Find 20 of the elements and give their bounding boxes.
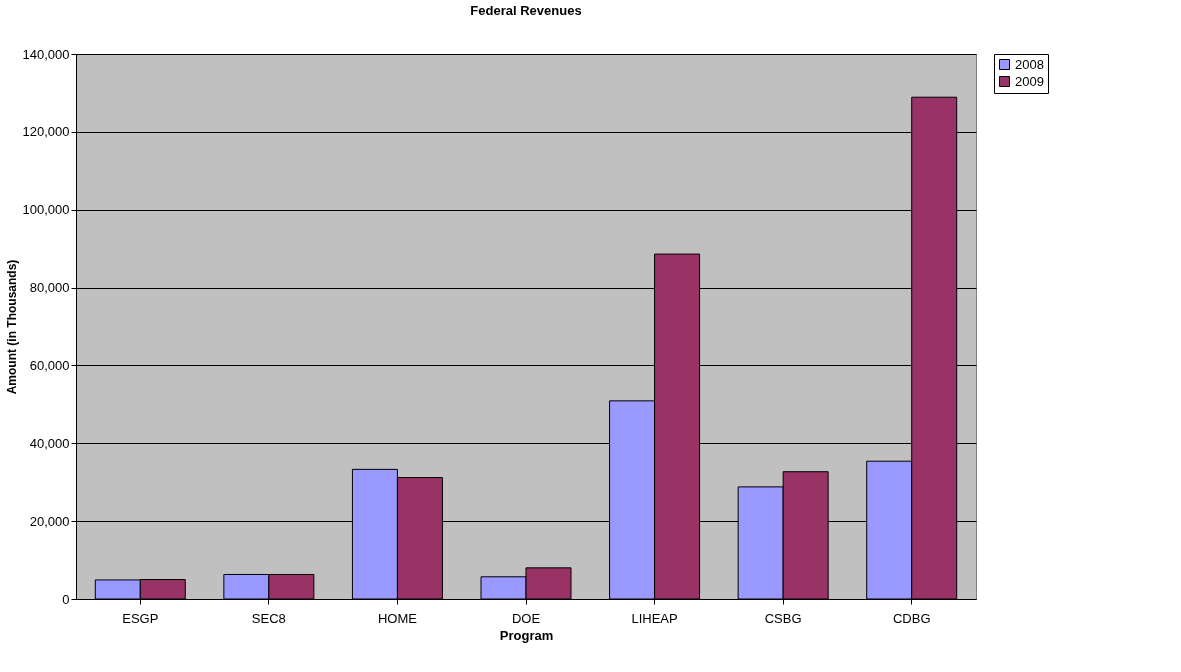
x-tick-label: LIHEAP — [631, 610, 678, 626]
y-tick-label: 100,000 — [22, 202, 70, 218]
y-tick-label: 40,000 — [29, 435, 70, 451]
x-tick-label: ESGP — [122, 610, 159, 626]
x-tick-label: HOME — [377, 610, 418, 626]
x-axis-title: Program — [499, 627, 554, 643]
y-axis-title: Amount (in Thousands) — [4, 259, 19, 395]
y-tick-label: 140,000 — [22, 46, 70, 62]
legend-label: 2008 — [1015, 56, 1044, 72]
x-tick-label: DOE — [511, 610, 541, 626]
y-tick-label: 0 — [62, 591, 70, 607]
x-tick-label: CDBG — [892, 610, 931, 626]
x-tick-label: CSBG — [764, 610, 802, 626]
y-tick-label: 60,000 — [29, 357, 70, 373]
legend-label: 2009 — [1015, 73, 1044, 89]
y-tick-label: 20,000 — [29, 513, 70, 529]
y-tick-label: 80,000 — [29, 280, 70, 296]
x-tick-label: SEC8 — [251, 610, 286, 626]
chart-title: Federal Revenues — [470, 3, 582, 18]
y-tick-label: 120,000 — [22, 124, 70, 140]
